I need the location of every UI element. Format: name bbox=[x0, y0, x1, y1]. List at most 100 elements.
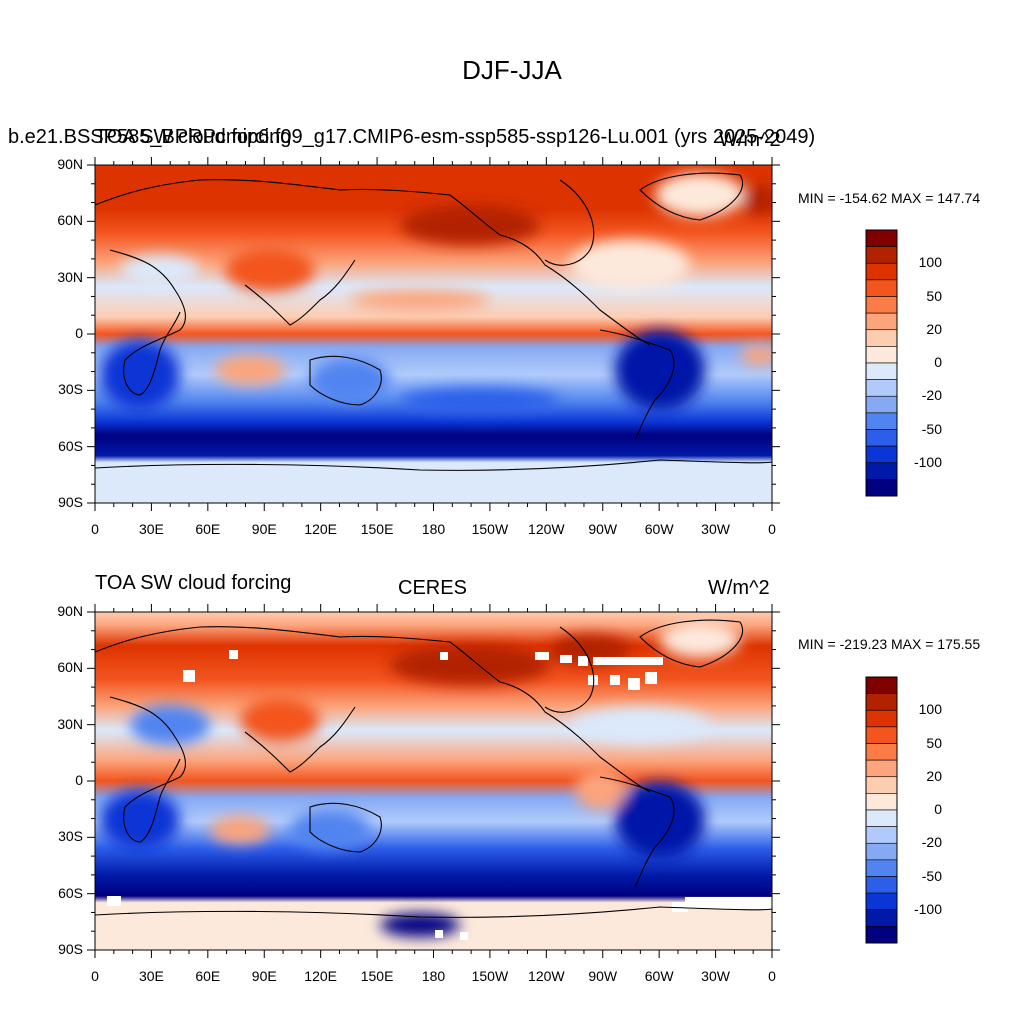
axis-ticks bbox=[87, 157, 780, 958]
panel2-minmax: MIN = -219.23 MAX = 175.55 bbox=[798, 636, 981, 652]
lat-tick-label: 30S bbox=[58, 828, 83, 845]
colorbar-swatch bbox=[865, 296, 898, 314]
panel2-left-title: TOA SW cloud forcing bbox=[95, 572, 292, 594]
colorbar-label: 0 bbox=[934, 354, 942, 370]
colorbar-swatch bbox=[865, 329, 898, 347]
lat-tick-label: 90S bbox=[58, 941, 83, 957]
colorbar-label: -100 bbox=[913, 900, 942, 917]
panel2-units: W/m^2 bbox=[708, 577, 770, 599]
lat-tick-label: 60S bbox=[58, 437, 83, 454]
colorbar-swatch bbox=[865, 676, 898, 694]
panel2-coastlines bbox=[95, 619, 772, 918]
colorbar-swatch bbox=[865, 842, 898, 861]
colorbar-swatch bbox=[865, 726, 898, 744]
panel1-coastlines bbox=[95, 172, 772, 471]
colorbars bbox=[865, 229, 898, 944]
colorbar-swatch bbox=[865, 412, 898, 430]
lon-tick-label: 0 bbox=[91, 521, 99, 537]
lat-tick-label: 60N bbox=[57, 212, 83, 229]
colorbar-label: -100 bbox=[913, 453, 942, 470]
colorbar-swatch bbox=[865, 876, 898, 894]
colorbar-swatch bbox=[865, 246, 898, 264]
colorbar-swatch bbox=[865, 262, 898, 281]
colorbar-swatch bbox=[865, 346, 898, 364]
lon-tick-label: 30E bbox=[138, 968, 164, 984]
panel1-units: W/m^2 bbox=[719, 129, 781, 151]
colorbar-label: 100 bbox=[918, 254, 942, 271]
panel1-center-title: b.e21.BSSP585_BPRPcmip6.f09_g17.CMIP6-es… bbox=[8, 126, 816, 148]
colorbar-label: 100 bbox=[918, 701, 942, 718]
lat-tick-label: 90N bbox=[57, 603, 83, 619]
lon-tick-label: 90W bbox=[588, 968, 618, 984]
colorbar-label: 50 bbox=[926, 734, 942, 751]
lat-tick-label: 60N bbox=[57, 659, 83, 676]
colorbar-swatch bbox=[865, 479, 898, 497]
colorbar-label: -20 bbox=[921, 834, 942, 851]
lon-tick-label: 0 bbox=[91, 968, 99, 984]
colorbar-swatch bbox=[865, 759, 898, 778]
panel1-left-title: TOA SW cloud forcing bbox=[95, 126, 292, 148]
lon-tick-label: 30E bbox=[138, 521, 164, 537]
colorbar-swatch bbox=[865, 826, 898, 844]
lat-tick-label: 0 bbox=[75, 772, 83, 788]
colorbar-swatch bbox=[865, 776, 898, 794]
lon-tick-label: 120E bbox=[304, 521, 337, 537]
lon-tick-label: 0 bbox=[768, 968, 776, 984]
lon-tick-label: 60E bbox=[195, 521, 221, 537]
colorbar-label: -50 bbox=[921, 867, 942, 884]
panel1-map bbox=[95, 165, 772, 503]
lon-tick-label: 150E bbox=[360, 521, 394, 537]
colorbar-label: -50 bbox=[921, 420, 942, 437]
lon-tick-label: 150W bbox=[471, 968, 509, 984]
colorbar-label: -20 bbox=[921, 387, 942, 404]
lon-tick-label: 150W bbox=[471, 521, 509, 537]
colorbar-swatch bbox=[865, 462, 898, 480]
lat-tick-label: 0 bbox=[75, 325, 83, 341]
panel1-minmax: MIN = -154.62 MAX = 147.74 bbox=[798, 190, 981, 206]
lat-tick-label: 90N bbox=[57, 156, 83, 172]
lon-tick-label: 60W bbox=[644, 968, 674, 984]
lon-tick-label: 120W bbox=[528, 521, 565, 537]
lon-tick-label: 60W bbox=[644, 521, 674, 537]
colorbar-swatch bbox=[865, 279, 898, 297]
panel2-missing-data bbox=[107, 650, 772, 940]
colorbar-label: 0 bbox=[934, 801, 942, 817]
lon-tick-label: 90W bbox=[588, 521, 618, 537]
colorbar-swatch bbox=[865, 429, 898, 447]
panel2-map bbox=[95, 612, 772, 950]
lon-tick-label: 180 bbox=[421, 521, 446, 537]
colorbar-swatch bbox=[865, 312, 898, 331]
lat-tick-label: 30N bbox=[57, 715, 83, 732]
colorbar-frame bbox=[865, 676, 898, 944]
colorbar-swatch bbox=[865, 229, 898, 247]
colorbar-frame bbox=[865, 229, 898, 497]
colorbar-swatch bbox=[865, 892, 898, 911]
colorbar-swatch bbox=[865, 445, 898, 464]
colorbar-swatch bbox=[865, 809, 898, 827]
colorbar-swatch bbox=[865, 743, 898, 761]
lat-tick-label: 60S bbox=[58, 884, 83, 901]
lat-tick-label: 30N bbox=[57, 268, 83, 285]
colorbar-swatch bbox=[865, 909, 898, 927]
lon-tick-label: 90E bbox=[251, 968, 277, 984]
colorbar-swatch bbox=[865, 709, 898, 728]
lat-tick-label: 30S bbox=[58, 381, 83, 398]
lon-tick-label: 30W bbox=[701, 521, 730, 537]
colorbar-swatch bbox=[865, 793, 898, 811]
colorbar-swatch bbox=[865, 693, 898, 711]
lon-tick-label: 120W bbox=[528, 968, 565, 984]
lon-tick-label: 120E bbox=[304, 968, 337, 984]
lon-tick-label: 180 bbox=[421, 968, 446, 984]
lon-tick-label: 0 bbox=[768, 521, 776, 537]
panel2-center-title: CERES bbox=[398, 577, 467, 599]
colorbar-label: 50 bbox=[926, 287, 942, 304]
lat-tick-label: 90S bbox=[58, 494, 83, 510]
colorbar-swatch bbox=[865, 859, 898, 877]
colorbar-swatch bbox=[865, 362, 898, 380]
colorbar-label: 20 bbox=[926, 767, 942, 784]
colorbar-swatch bbox=[865, 395, 898, 414]
lon-tick-label: 90E bbox=[251, 521, 277, 537]
colorbar-swatch bbox=[865, 926, 898, 944]
colorbar-label: 20 bbox=[926, 320, 942, 337]
